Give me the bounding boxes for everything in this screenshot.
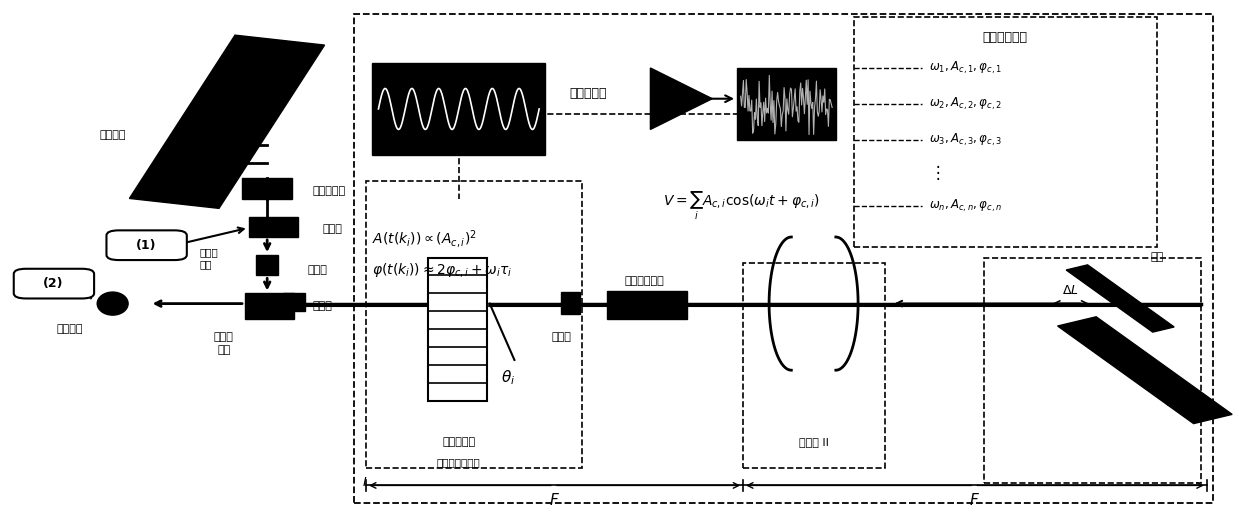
Text: 信号放大器: 信号放大器 (570, 87, 607, 100)
Text: $\vdots$: $\vdots$ (929, 163, 940, 182)
Text: 单模光纤: 单模光纤 (56, 324, 83, 334)
Text: 连续光
入射: 连续光 入射 (199, 247, 218, 269)
Text: $\Delta L$: $\Delta L$ (1062, 284, 1079, 297)
Polygon shape (1067, 265, 1175, 332)
FancyBboxPatch shape (107, 230, 187, 260)
Text: 束器: 束器 (217, 345, 230, 355)
Text: 半波片: 半波片 (309, 265, 328, 276)
Text: $\omega_n, A_{c,n}, \varphi_{c,n}$: $\omega_n, A_{c,n}, \varphi_{c,n}$ (928, 198, 1001, 214)
Text: 光栅: 光栅 (1167, 396, 1180, 406)
FancyBboxPatch shape (14, 269, 94, 299)
Text: $\omega_2, A_{c,2}, \varphi_{c,2}$: $\omega_2, A_{c,2}, \varphi_{c,2}$ (928, 96, 1001, 112)
Text: （声光调制器）: （声光调制器） (437, 457, 481, 468)
Text: (2): (2) (43, 277, 63, 290)
Polygon shape (129, 35, 325, 209)
Text: (1): (1) (136, 239, 156, 252)
Text: 射频信号编码: 射频信号编码 (983, 31, 1027, 44)
Text: $V = \sum_i A_{c,i}\cos(\omega_i t + \varphi_{c,i})$: $V = \sum_i A_{c,i}\cos(\omega_i t + \va… (663, 190, 819, 222)
Ellipse shape (97, 292, 128, 315)
Polygon shape (372, 63, 545, 155)
Polygon shape (284, 294, 306, 311)
Text: $\omega_1, A_{c,1}, \varphi_{c,1}$: $\omega_1, A_{c,1}, \varphi_{c,1}$ (928, 60, 1001, 76)
Text: 脉冲入射: 脉冲入射 (99, 130, 126, 140)
Text: 偏振分: 偏振分 (214, 332, 234, 342)
Text: 法拉第旋转器: 法拉第旋转器 (624, 276, 664, 285)
Polygon shape (256, 255, 279, 276)
Text: I: I (363, 476, 367, 489)
Text: 挡板: 挡板 (1151, 252, 1163, 263)
Polygon shape (427, 258, 487, 401)
Polygon shape (249, 216, 299, 237)
Text: $\varphi(t(k_i)) \approx 2\varphi_{c,i} + \omega_i\tau_i$: $\varphi(t(k_i)) \approx 2\varphi_{c,i} … (372, 261, 513, 279)
Polygon shape (243, 178, 292, 199)
Polygon shape (1058, 317, 1232, 424)
Text: $\theta_i$: $\theta_i$ (501, 369, 515, 387)
Polygon shape (561, 293, 580, 314)
Polygon shape (737, 68, 836, 140)
Text: F: F (970, 493, 979, 508)
Polygon shape (607, 291, 688, 319)
Text: 半波片: 半波片 (551, 332, 571, 342)
Text: III: III (1197, 396, 1207, 406)
Text: F: F (550, 493, 559, 508)
Text: 分束器: 分束器 (322, 225, 343, 234)
Text: $A(t(k_i)) \propto (A_{c,i})^2$: $A(t(k_i)) \propto (A_{c,i})^2$ (372, 229, 477, 250)
Polygon shape (245, 294, 295, 319)
Text: 声光偏转器: 声光偏转器 (442, 437, 476, 447)
Polygon shape (650, 68, 712, 129)
Text: $\omega_3, A_{c,3}, \varphi_{c,3}$: $\omega_3, A_{c,3}, \varphi_{c,3}$ (928, 132, 1001, 148)
Text: 透镜组 II: 透镜组 II (799, 437, 829, 447)
Text: 半波片: 半波片 (313, 301, 333, 311)
Text: 光学隔离器: 光学隔离器 (312, 186, 346, 196)
